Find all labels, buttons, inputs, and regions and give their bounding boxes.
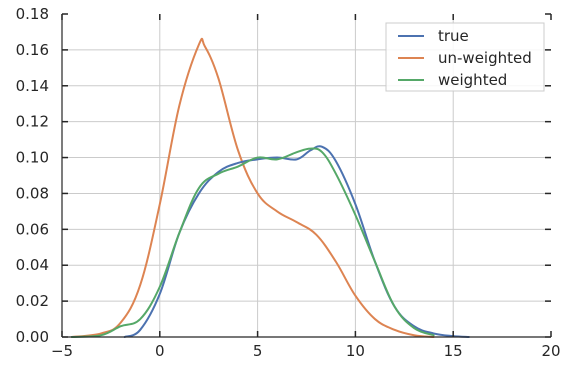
y-tick-label: 0.00 xyxy=(16,328,49,346)
legend-label: weighted xyxy=(438,71,507,89)
series-line-weighted xyxy=(70,147,435,338)
y-tick-label: 0.14 xyxy=(16,77,49,95)
y-tick-label: 0.04 xyxy=(16,256,49,274)
legend-label: true xyxy=(438,27,469,45)
grid-layer xyxy=(62,14,551,337)
x-tick-label: 0 xyxy=(155,342,165,360)
series-line-un-weighted xyxy=(70,37,435,338)
y-tick-label: 0.16 xyxy=(16,41,49,59)
x-tick-label: 15 xyxy=(444,342,463,360)
chart-legend: true un-weighted weighted xyxy=(385,22,545,92)
series-layer xyxy=(70,37,470,338)
x-tick-label: 10 xyxy=(346,342,365,360)
legend-label: un-weighted xyxy=(438,49,532,67)
y-tick-label: 0.12 xyxy=(16,113,49,131)
y-tick-label: 0.10 xyxy=(16,149,49,167)
y-tick-label: 0.18 xyxy=(16,5,49,23)
y-tick-label: 0.02 xyxy=(16,292,49,310)
x-tick-label: 20 xyxy=(541,342,560,360)
x-tick-label: −5 xyxy=(51,342,73,360)
x-tick-label: 5 xyxy=(253,342,263,360)
y-tick-label: 0.08 xyxy=(16,184,49,202)
axis-layer: −5 0 5 10 15 20 0.00 0.02 0.04 0.06 0.08 0.10 0.12 0.… xyxy=(16,5,561,360)
y-tick-label: 0.06 xyxy=(16,220,49,238)
